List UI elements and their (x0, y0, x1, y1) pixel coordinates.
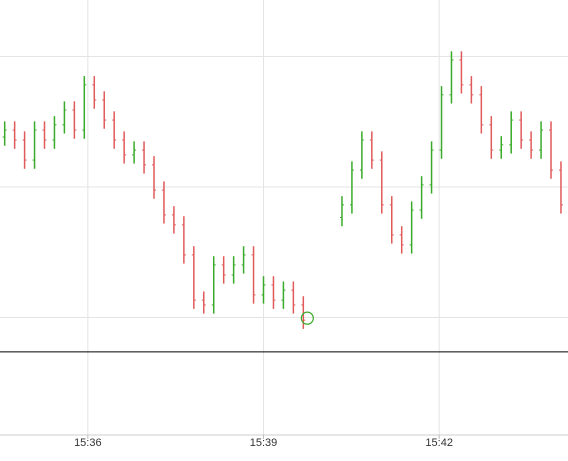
x-tick-label: 15:36 (74, 437, 102, 449)
x-tick-label: 15:39 (250, 437, 278, 449)
flag-marker (300, 311, 314, 325)
x-tick-label: 15:42 (425, 437, 453, 449)
